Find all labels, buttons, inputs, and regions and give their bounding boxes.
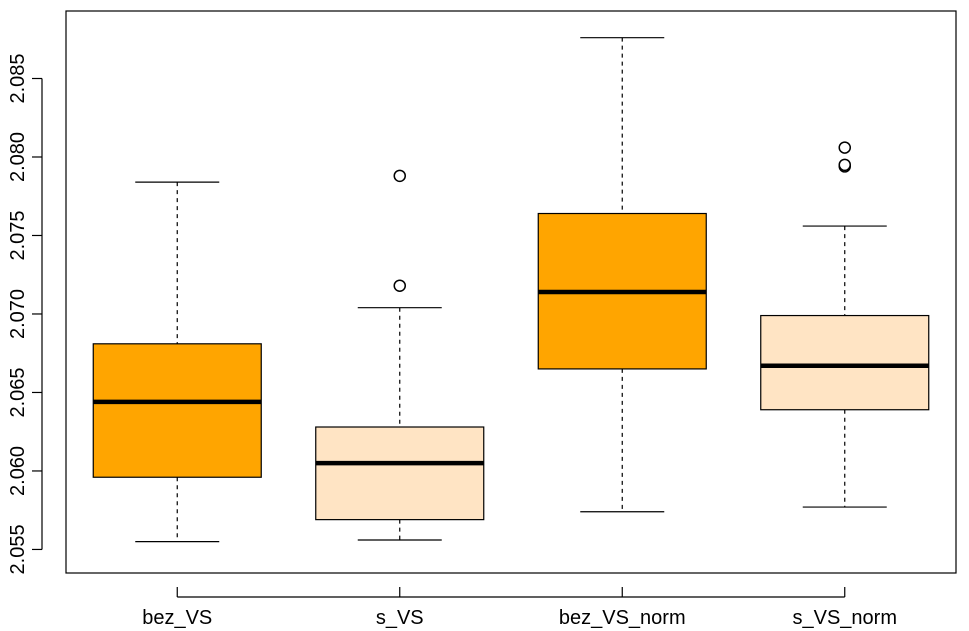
y-tick-label: 2.075 bbox=[7, 210, 29, 260]
x-category-label: bez_VS bbox=[142, 607, 212, 629]
box-bez_VS_norm bbox=[537, 37, 707, 513]
boxes bbox=[92, 37, 930, 543]
box-bez_VS bbox=[92, 181, 262, 543]
y-tick-label: 2.070 bbox=[7, 289, 29, 339]
iqr-box bbox=[92, 343, 262, 478]
x-category-label: bez_VS_norm bbox=[559, 607, 686, 629]
iqr-box bbox=[760, 314, 930, 411]
y-tick-label: 2.055 bbox=[7, 524, 29, 574]
outlier-point bbox=[838, 158, 851, 172]
outlier-point bbox=[393, 169, 406, 183]
y-tick-label: 2.085 bbox=[7, 53, 29, 103]
outlier-point bbox=[838, 141, 851, 154]
y-axis: 2.055 2.060 2.065 2.070 2.075 2.080 2.085 bbox=[7, 53, 43, 574]
box-s_VS_norm bbox=[760, 141, 930, 508]
y-tick-label: 2.060 bbox=[7, 446, 29, 496]
box-s_VS bbox=[315, 169, 485, 541]
y-tick-label: 2.065 bbox=[7, 367, 29, 417]
iqr-box bbox=[315, 426, 485, 521]
outlier-point bbox=[393, 279, 406, 292]
x-category-label: s_VS_norm bbox=[793, 607, 898, 629]
y-tick-label: 2.080 bbox=[7, 132, 29, 182]
plot-frame bbox=[65, 10, 957, 574]
x-category-label: s_VS bbox=[376, 607, 424, 629]
x-axis: bez_VS s_VS bez_VS_norm s_VS_norm bbox=[142, 587, 897, 629]
